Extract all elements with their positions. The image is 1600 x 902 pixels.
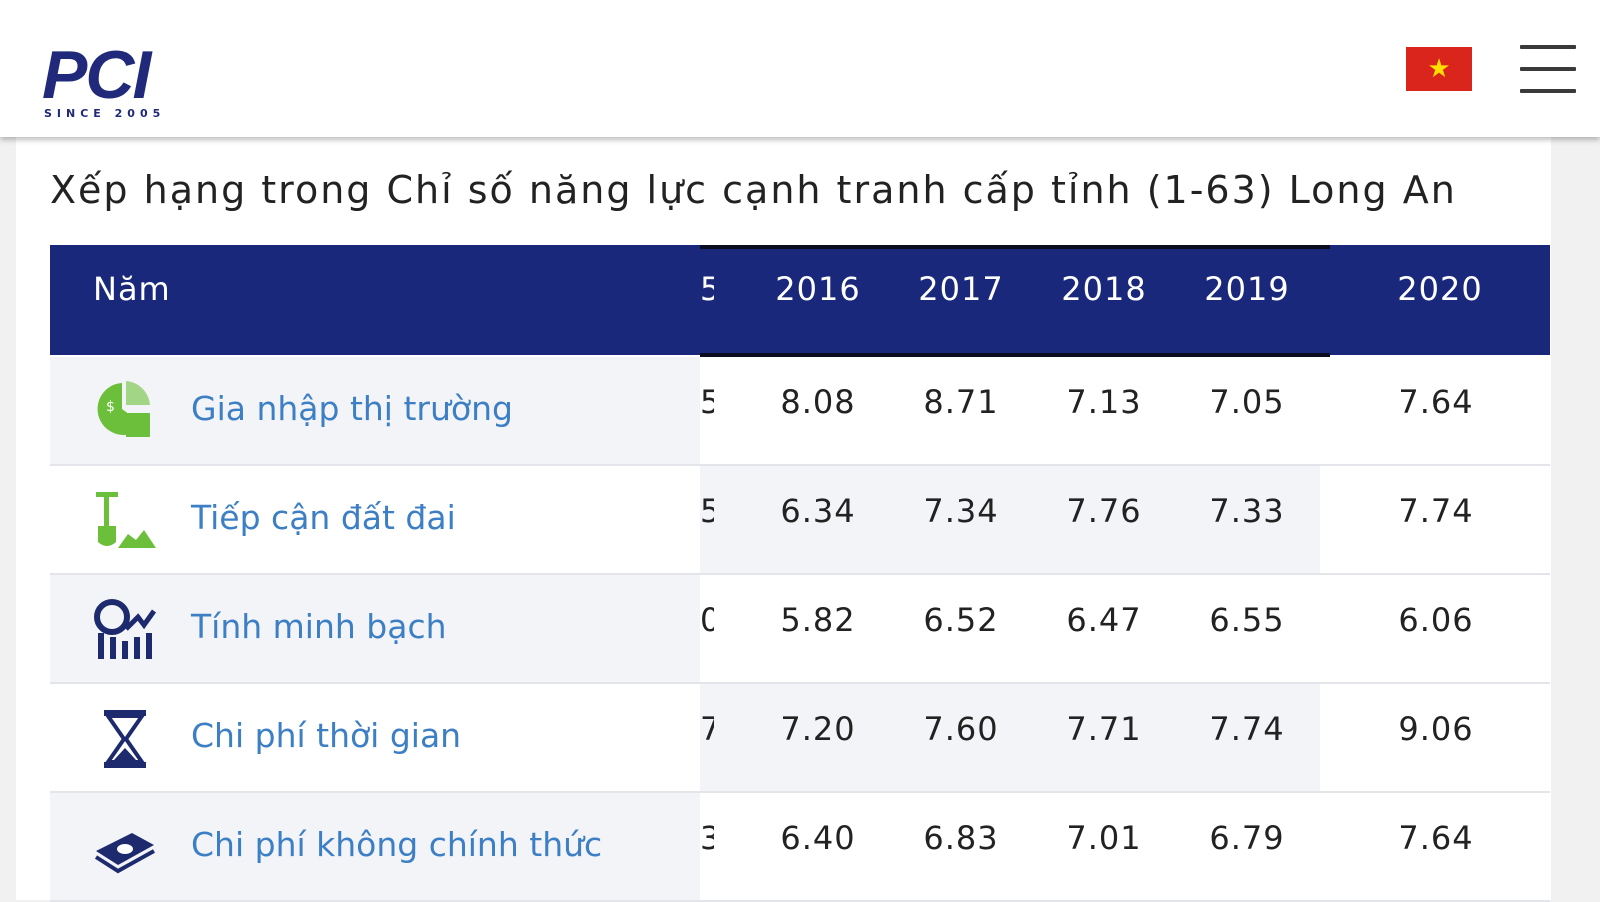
row-partial-value: 5 xyxy=(700,383,714,421)
row-label-transparency[interactable]: Tính minh bạch xyxy=(191,607,447,646)
row-name-cell xyxy=(50,793,700,900)
table-row: Chi phí không chính thức 3 6.40 6.83 7.0… xyxy=(50,793,1550,902)
value-2020: 7.74 xyxy=(1398,492,1474,530)
value-2018: 6.47 xyxy=(1066,601,1142,639)
row-partial-value: 0 xyxy=(700,601,714,639)
value-2016: 6.40 xyxy=(780,819,856,857)
row-partial-value: 3 xyxy=(700,819,714,857)
scroll-shadow-top xyxy=(700,245,1330,249)
value-2020: 7.64 xyxy=(1398,383,1474,421)
header-year-2020: 2020 xyxy=(1397,270,1483,308)
flag-star-icon: ★ xyxy=(1427,54,1451,84)
row-name-cell xyxy=(50,575,700,682)
table-row: Tính minh bạch 0 5.82 6.52 6.47 6.55 6.0… xyxy=(50,575,1550,684)
top-header: PCI SINCE 2005 ★ xyxy=(0,0,1600,137)
row-label-time-cost[interactable]: Chi phí thời gian xyxy=(191,716,462,755)
row-label-market-entry[interactable]: Gia nhập thị trường xyxy=(191,389,513,428)
value-2017: 7.34 xyxy=(923,492,999,530)
header-year-2016: 2016 xyxy=(775,270,861,308)
logo-subtext: SINCE 2005 xyxy=(44,107,166,120)
header-year-2018: 2018 xyxy=(1061,270,1147,308)
value-2020: 9.06 xyxy=(1398,710,1474,748)
value-2018: 7.76 xyxy=(1066,492,1142,530)
row-partial-value: 5 xyxy=(700,492,714,530)
land-access-icon xyxy=(96,492,156,548)
value-2020: 7.64 xyxy=(1398,819,1474,857)
money-bill-icon xyxy=(94,833,155,874)
value-2017: 7.60 xyxy=(923,710,999,748)
row-partial-value: 7 xyxy=(700,710,714,748)
value-2018: 7.71 xyxy=(1066,710,1142,748)
header-year-2017: 2017 xyxy=(918,270,1004,308)
table-header xyxy=(50,245,1550,355)
header-year-2019: 2019 xyxy=(1204,270,1290,308)
value-2016: 6.34 xyxy=(780,492,856,530)
vietnam-flag-icon[interactable]: ★ xyxy=(1406,47,1472,91)
header-year-label: Năm xyxy=(93,270,171,308)
value-2017: 6.52 xyxy=(923,601,999,639)
value-2017: 8.71 xyxy=(923,383,999,421)
value-2019: 6.55 xyxy=(1209,601,1285,639)
market-entry-icon: $ xyxy=(97,381,150,437)
hamburger-menu-icon[interactable] xyxy=(1520,45,1576,97)
row-shade xyxy=(700,466,1320,573)
value-2018: 7.01 xyxy=(1066,819,1142,857)
value-2017: 6.83 xyxy=(923,819,999,857)
header-partial-year: 5 xyxy=(700,270,714,308)
value-2016: 7.20 xyxy=(780,710,856,748)
logo-mark: PCI xyxy=(42,37,151,113)
row-label-informal-cost[interactable]: Chi phí không chính thức xyxy=(191,825,603,864)
page-title: Xếp hạng trong Chỉ số năng lực cạnh tran… xyxy=(50,168,1457,212)
hourglass-icon xyxy=(104,710,146,768)
table-row: $ Gia nhập thị trường 5 8.08 8.71 7.13 7… xyxy=(50,357,1550,466)
value-2019: 7.05 xyxy=(1209,383,1285,421)
value-2016: 5.82 xyxy=(780,601,856,639)
value-2019: 7.33 xyxy=(1209,492,1285,530)
value-2020: 6.06 xyxy=(1398,601,1474,639)
row-label-land-access[interactable]: Tiếp cận đất đai xyxy=(191,498,456,537)
table-row: Tiếp cận đất đai 5 6.34 7.34 7.76 7.33 7… xyxy=(50,466,1550,575)
transparency-icon xyxy=(94,599,157,659)
row-shade xyxy=(700,684,1320,791)
svg-text:$: $ xyxy=(106,399,115,415)
table-row: Chi phí thời gian 7 7.20 7.60 7.71 7.74 … xyxy=(50,684,1550,793)
scroll-shadow-bottom xyxy=(700,353,1330,357)
value-2018: 7.13 xyxy=(1066,383,1142,421)
pci-logo[interactable]: PCI SINCE 2005 xyxy=(42,37,188,122)
row-name-cell xyxy=(50,357,700,464)
value-2019: 6.79 xyxy=(1209,819,1285,857)
value-2016: 8.08 xyxy=(780,383,856,421)
value-2019: 7.74 xyxy=(1209,710,1285,748)
